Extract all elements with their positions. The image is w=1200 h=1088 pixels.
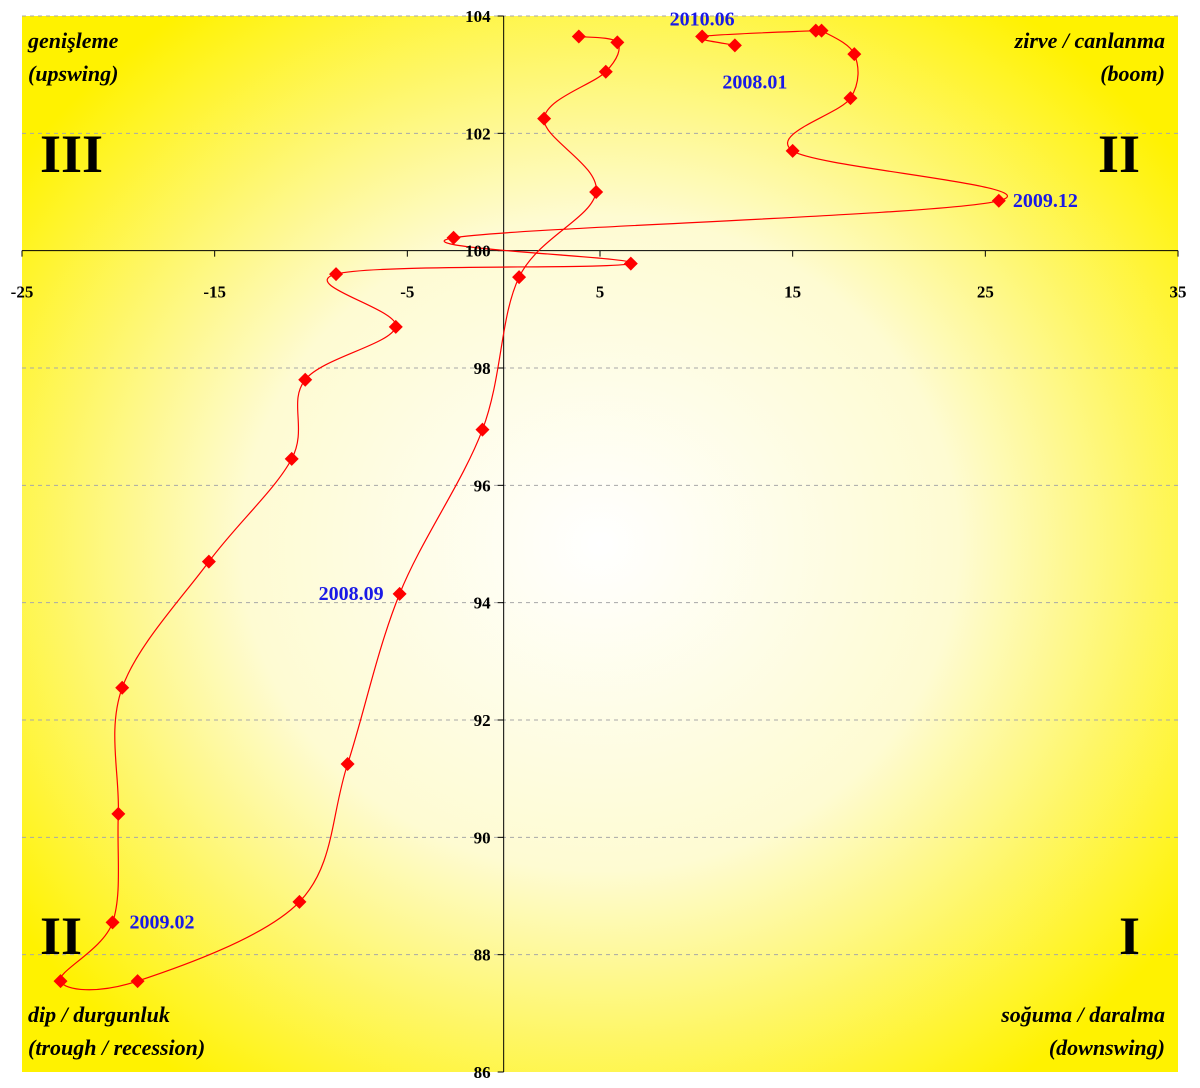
annotation-2008-09: 2008.09 <box>319 583 384 605</box>
roman-numeral-top-right: II <box>1098 124 1140 184</box>
data-point-25 <box>589 185 604 199</box>
data-point-15 <box>115 680 130 695</box>
y-tick-label-4: 94 <box>474 594 492 613</box>
data-point-26 <box>537 111 552 126</box>
roman-numeral-bottom-right: I <box>1119 906 1140 966</box>
quadrant-label-top-left-1: genişleme <box>27 28 119 53</box>
data-point-21 <box>340 757 355 771</box>
y-tick-label-2: 90 <box>474 828 491 847</box>
annotation-2009-02: 2009.02 <box>130 911 195 933</box>
annotation-2009-12: 2009.12 <box>1013 190 1078 212</box>
labels: -25 -15 -5 5 15 25 35 86 88 90 92 94 96 98 100 102 104 20… <box>11 7 1187 1082</box>
data-point-19 <box>130 974 145 989</box>
quadrant-label-bottom-right-2: (downswing) <box>1049 1035 1165 1060</box>
y-tick-label-9: 104 <box>465 7 491 26</box>
quadrant-label-bottom-left-2: (trough / recession) <box>28 1035 205 1060</box>
roman-numeral-bottom-left: II <box>40 906 82 966</box>
data-point-4 <box>847 47 862 62</box>
axes <box>21 15 1179 1073</box>
y-tick-label-0: 86 <box>474 1063 491 1082</box>
data-point-12 <box>298 372 313 387</box>
data-point-23 <box>475 422 490 437</box>
data-point-5 <box>843 91 858 106</box>
quadrant-label-top-right-1: zirve / canlanma <box>1014 28 1165 53</box>
x-tick-label-1: -15 <box>203 283 226 302</box>
y-tick-label-6: 98 <box>474 359 491 378</box>
data-point-6 <box>785 143 800 158</box>
data-point-27 <box>598 64 613 79</box>
data-point-1 <box>695 29 710 44</box>
gridlines <box>22 15 1178 956</box>
data-point-10 <box>329 267 344 282</box>
y-tick-label-7: 100 <box>465 242 491 261</box>
data-point-16 <box>111 806 126 821</box>
data-point-17 <box>105 915 120 930</box>
x-tick-label-2: -5 <box>400 283 414 302</box>
data-point-18 <box>53 974 68 989</box>
y-tick-label-5: 96 <box>474 476 491 495</box>
roman-numeral-top-left: III <box>40 124 103 184</box>
data-point-9 <box>623 256 638 271</box>
data-point-22 <box>392 586 407 601</box>
x-tick-label-5: 25 <box>977 283 994 302</box>
quadrant-label-bottom-right-1: soğuma / daralma <box>1000 1002 1165 1027</box>
data-point-13 <box>284 451 299 466</box>
quadrant-label-top-right-2: (boom) <box>1100 61 1165 86</box>
x-tick-label-4: 15 <box>784 283 801 302</box>
x-tick-label-0: -25 <box>11 283 34 302</box>
data-point-28 <box>610 35 625 50</box>
data-point-20 <box>292 894 307 909</box>
data-point-0 <box>727 38 742 53</box>
y-tick-label-8: 102 <box>465 124 491 143</box>
x-tick-label-6: 35 <box>1170 283 1187 302</box>
data-point-7 <box>991 193 1006 208</box>
quadrant-label-bottom-left-1: dip / durgunluk <box>28 1002 170 1027</box>
data-point-11 <box>388 319 403 334</box>
data-point-24 <box>512 270 527 285</box>
data-point-29 <box>571 29 586 44</box>
y-tick-label-3: 92 <box>474 711 491 730</box>
annotation-2008-01: 2008.01 <box>722 71 787 93</box>
annotation-2010-06: 2010.06 <box>670 9 735 31</box>
data-point-14 <box>201 554 216 569</box>
y-tick-label-1: 88 <box>474 946 491 965</box>
plot-background <box>22 16 1178 1072</box>
x-tick-label-3: 5 <box>596 283 605 302</box>
data-point-8 <box>446 230 461 245</box>
data-point-3 <box>814 23 829 38</box>
quadrant-label-top-left-2: (upswing) <box>28 61 118 86</box>
markers <box>53 23 1006 989</box>
